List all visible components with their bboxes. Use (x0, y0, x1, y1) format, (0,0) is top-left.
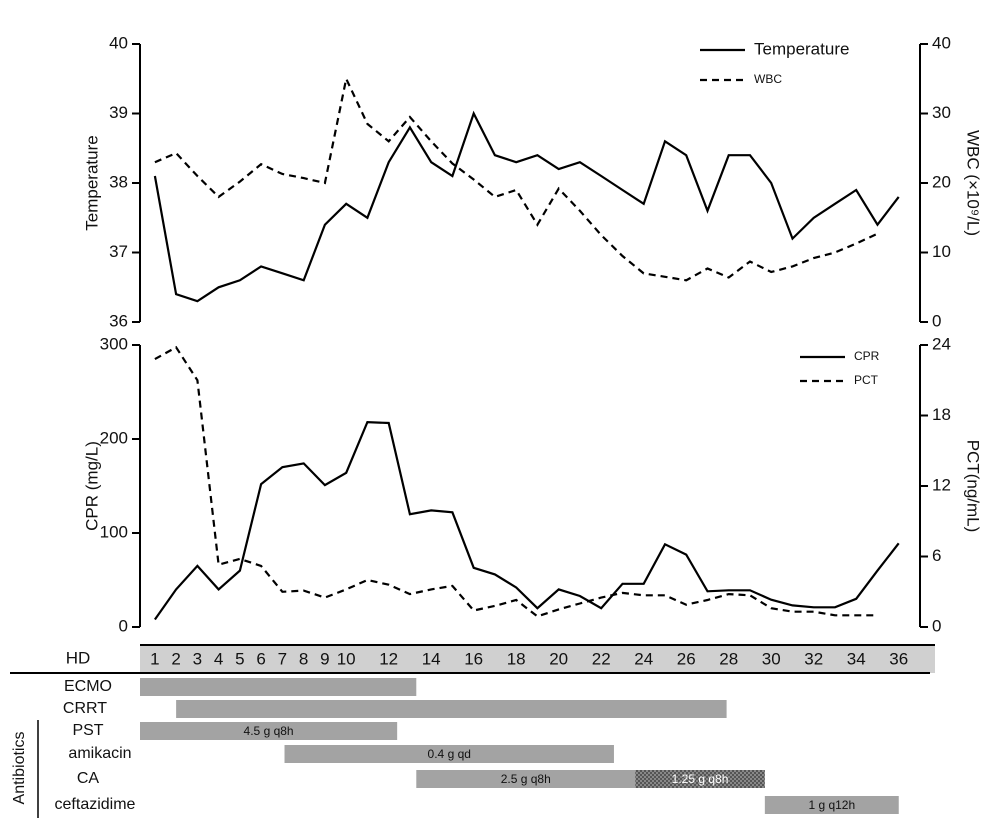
y-tick-label: 38 (109, 172, 128, 191)
hd-tick: 2 (171, 649, 180, 668)
hd-tick: 36 (889, 649, 908, 668)
hd-tick: 22 (592, 649, 611, 668)
bar-label: 1 g q12h (808, 798, 855, 812)
y-axis-label: Temperature (82, 135, 101, 230)
bar (140, 678, 417, 696)
y2-axis-label: WBC (×10⁹/L) (964, 130, 983, 236)
hd-tick: 1 (150, 649, 159, 668)
y2-tick-label: 20 (932, 172, 951, 191)
y2-tick-label: 6 (932, 546, 941, 565)
y2-axis-label: PCT(ng/mL) (964, 440, 983, 533)
y-tick-label: 0 (119, 616, 128, 635)
bar-label: 1.25 g q8h (672, 772, 729, 786)
hd-tick: 5 (235, 649, 244, 668)
hd-tick: 18 (507, 649, 526, 668)
y-axis-label: CPR (mg/L) (82, 441, 101, 531)
bar (635, 770, 765, 788)
bar-label: 2.5 g q8h (501, 772, 551, 786)
y2-tick-label: 40 (932, 33, 951, 52)
y-tick-label: 37 (109, 242, 128, 261)
row-label: PST (72, 722, 103, 739)
hd-tick: 7 (278, 649, 287, 668)
hd-tick: 10 (337, 649, 356, 668)
bar (764, 796, 899, 814)
y-tick-label: 300 (100, 334, 128, 353)
row-label: ECMO (64, 678, 112, 695)
group-label: Antibiotics (11, 732, 28, 805)
y2-tick-label: 0 (932, 616, 941, 635)
y2-tick-label: 10 (932, 242, 951, 261)
hd-tick: 3 (193, 649, 202, 668)
hd-tick: 6 (256, 649, 265, 668)
bar (140, 722, 398, 740)
hd-tick: 26 (677, 649, 696, 668)
y-tick-label: 200 (100, 428, 128, 447)
hd-tick: 4 (214, 649, 223, 668)
y2-tick-label: 0 (932, 311, 941, 330)
data-line (153, 110, 900, 303)
hd-tick: 16 (464, 649, 483, 668)
row-label: CRRT (63, 700, 107, 717)
legend-label: CPR (854, 349, 880, 363)
legend-label: Temperature (754, 39, 849, 58)
bar (416, 770, 636, 788)
y2-tick-label: 18 (932, 405, 951, 424)
hd-tick: 14 (422, 649, 441, 668)
hd-band (140, 645, 935, 673)
data-line (154, 420, 900, 621)
hd-tick: 20 (549, 649, 568, 668)
data-line (154, 345, 878, 618)
bar (284, 745, 614, 763)
hd-label: HD (66, 648, 91, 667)
y-tick-label: 40 (109, 33, 128, 52)
y-tick-label: 39 (109, 103, 128, 122)
hd-tick: 24 (634, 649, 653, 668)
hd-tick: 28 (719, 649, 738, 668)
hd-tick: 32 (804, 649, 823, 668)
legend-label: WBC (754, 72, 782, 86)
hd-tick: 9 (320, 649, 329, 668)
row-label: CA (77, 770, 100, 787)
hd-tick: 34 (847, 649, 866, 668)
row-label: ceftazidime (55, 796, 136, 813)
row-label: amikacin (68, 745, 131, 762)
bar-label: 0.4 g qd (428, 747, 471, 761)
hd-tick: 8 (299, 649, 308, 668)
y2-tick-label: 24 (932, 334, 951, 353)
y2-tick-label: 30 (932, 103, 951, 122)
y2-tick-label: 12 (932, 475, 951, 494)
hd-tick: 12 (379, 649, 398, 668)
legend-label: PCT (854, 373, 879, 387)
hd-tick: 30 (762, 649, 781, 668)
y-tick-label: 100 (100, 522, 128, 541)
bar (176, 700, 727, 718)
bar-label: 4.5 g q8h (244, 724, 294, 738)
y-tick-label: 36 (109, 311, 128, 330)
